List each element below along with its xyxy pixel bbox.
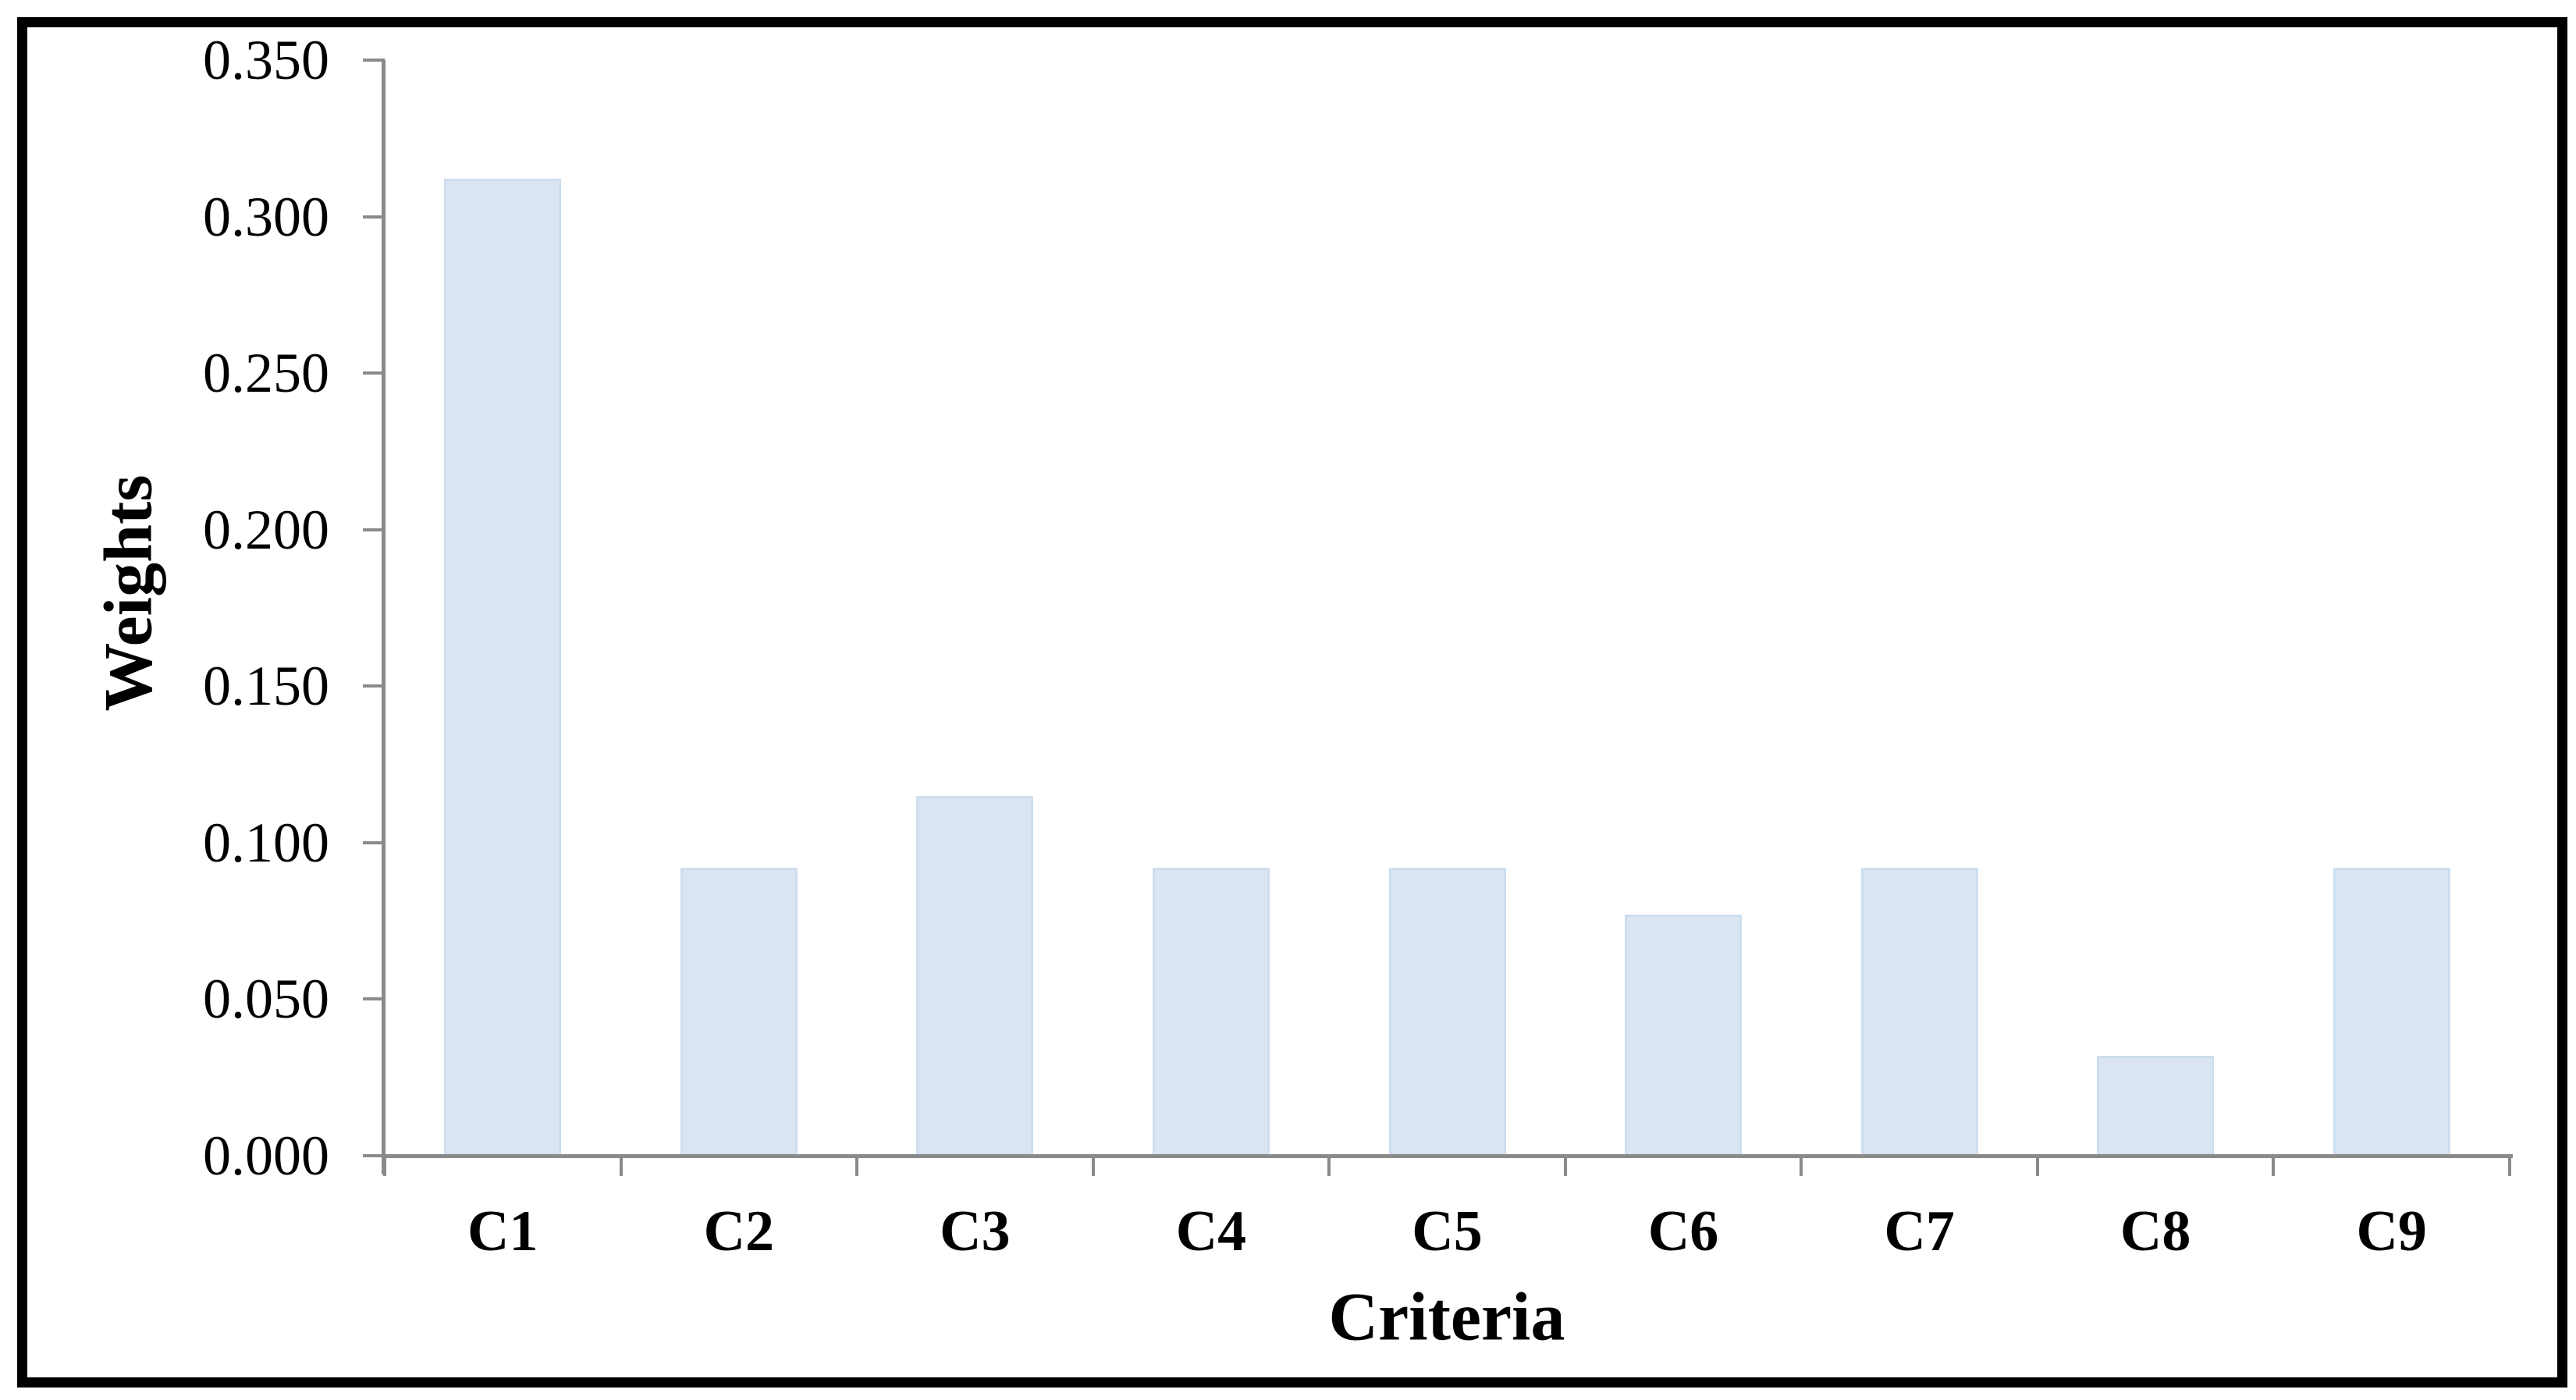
y-tick-label-0.050: 0.050	[203, 968, 329, 1031]
x-category-label-C7: C7	[1884, 1199, 1955, 1263]
y-tick-label-0.200: 0.200	[203, 498, 329, 561]
y-axis-title: Weights	[91, 474, 167, 712]
y-tick-0.200	[363, 528, 385, 531]
x-axis-line	[382, 1154, 2513, 1158]
bar-C1	[444, 179, 562, 1156]
x-category-label-C1: C1	[467, 1199, 538, 1263]
y-tick-0.150	[363, 684, 385, 688]
chart-frame	[17, 17, 2567, 1388]
bar-C5	[1388, 867, 1506, 1156]
x-tick-2	[855, 1156, 859, 1176]
bar-C2	[680, 867, 798, 1156]
x-tick-1	[619, 1156, 623, 1176]
y-tick-label-0.300: 0.300	[203, 185, 329, 248]
x-category-label-C4: C4	[1175, 1199, 1247, 1263]
y-axis-line	[382, 60, 386, 1174]
x-tick-5	[1563, 1156, 1567, 1176]
y-tick-0.300	[363, 215, 385, 219]
x-tick-4	[1327, 1156, 1331, 1176]
x-category-label-C9: C9	[2356, 1199, 2427, 1263]
bar-C9	[2333, 867, 2450, 1156]
y-tick-label-0.100: 0.100	[203, 811, 329, 874]
y-tick-label-0.000: 0.000	[203, 1125, 329, 1187]
x-category-label-C5: C5	[1412, 1199, 1483, 1263]
x-category-label-C3: C3	[940, 1199, 1011, 1263]
bar-C4	[1152, 867, 1270, 1156]
x-category-label-C2: C2	[703, 1199, 775, 1263]
y-tick-0.050	[363, 997, 385, 1001]
x-axis-title: Criteria	[1328, 1279, 1565, 1356]
x-tick-3	[1091, 1156, 1095, 1176]
y-tick-0.000	[363, 1154, 385, 1157]
y-tick-0.100	[363, 840, 385, 844]
y-tick-label-0.250: 0.250	[203, 342, 329, 405]
y-tick-label-0.150: 0.150	[203, 655, 329, 718]
x-tick-9	[2508, 1156, 2511, 1176]
y-tick-0.250	[363, 371, 385, 375]
bar-C3	[916, 795, 1034, 1156]
x-category-label-C6: C6	[1647, 1199, 1719, 1263]
x-tick-6	[1800, 1156, 1803, 1176]
bar-C7	[1860, 867, 1978, 1156]
x-tick-0	[383, 1156, 386, 1176]
x-tick-8	[2272, 1156, 2276, 1176]
x-tick-7	[2035, 1156, 2039, 1176]
y-tick-label-0.350: 0.350	[203, 29, 329, 91]
bar-C8	[2097, 1055, 2215, 1156]
x-category-label-C8: C8	[2119, 1199, 2191, 1263]
y-tick-0.350	[363, 59, 385, 62]
bar-C6	[1625, 915, 1743, 1156]
